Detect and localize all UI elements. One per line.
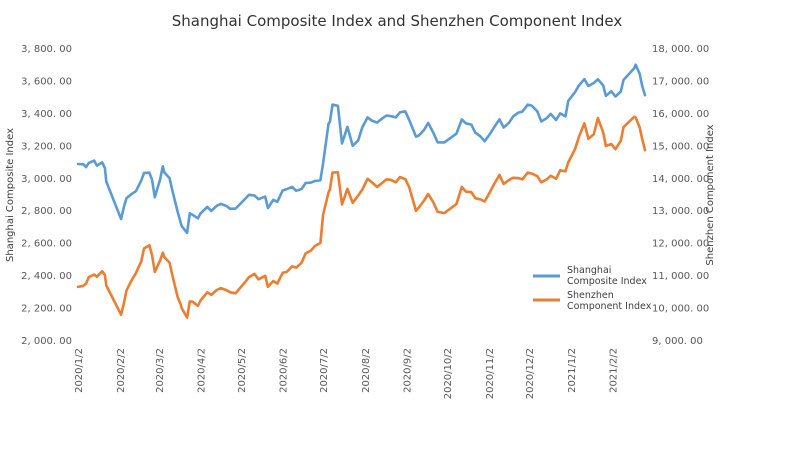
series-line-shenzhen xyxy=(76,115,647,319)
left-tick-label: 3, 000. 00 xyxy=(21,174,72,185)
x-tick-label: 2020/8/2 xyxy=(361,348,372,393)
right-tick-label: 17, 000. 00 xyxy=(652,76,709,87)
x-tick-label: 2020/4/2 xyxy=(197,348,208,393)
x-tick-label: 2020/10/2 xyxy=(443,348,454,399)
right-tick-label: 11, 000. 00 xyxy=(652,271,709,282)
x-tick-label: 2020/1/2 xyxy=(74,348,85,393)
right-tick-label: 12, 000. 00 xyxy=(652,239,709,250)
left-tick-label: 2, 200. 00 xyxy=(21,304,72,315)
legend-label-shanghai-line1: Shanghai Composite Index xyxy=(567,265,647,287)
right-tick-label: 16, 000. 00 xyxy=(652,109,709,120)
left-axis-title: Shanghai Composite Index xyxy=(5,128,16,262)
x-tick-label: 2020/9/2 xyxy=(403,348,414,393)
right-tick-label: 10, 000. 00 xyxy=(652,304,709,315)
x-tick-label: 2020/12/2 xyxy=(525,348,536,399)
left-tick-label: 3, 800. 00 xyxy=(21,44,72,55)
series-line-shanghai xyxy=(76,63,647,235)
left-axis-ticks: 2, 000. 00 2, 200. 00 2, 400. 00 2, 600. 00… xyxy=(21,44,72,347)
left-tick-label: 2, 800. 00 xyxy=(21,206,72,217)
left-tick-label: 3, 400. 00 xyxy=(21,109,72,120)
left-tick-label: 3, 200. 00 xyxy=(21,141,72,152)
left-tick-label: 2, 000. 00 xyxy=(21,336,72,347)
right-tick-label: 14, 000. 00 xyxy=(652,174,709,185)
left-tick-label: 2, 600. 00 xyxy=(21,239,72,250)
x-tick-label: 2021/2/2 xyxy=(609,348,620,393)
chart-title: Shanghai Composite Index and Shenzhen Co… xyxy=(172,12,623,30)
legend-label-shenzhen: Shenzhen Component Index xyxy=(567,290,652,312)
right-tick-label: 9, 000. 00 xyxy=(652,336,703,347)
left-tick-label: 3, 600. 00 xyxy=(21,76,72,87)
x-tick-label: 2021/1/2 xyxy=(567,348,578,393)
right-axis-ticks: 9, 000. 00 10, 000. 00 11, 000. 00 12, 000.… xyxy=(652,44,709,347)
legend: Shanghai Composite Index Shenzhen Compon… xyxy=(533,265,652,312)
right-axis-title: Shenzhen Component Index xyxy=(705,124,716,265)
right-tick-label: 15, 000. 00 xyxy=(652,141,709,152)
x-tick-label: 2020/3/2 xyxy=(155,348,166,393)
x-tick-label: 2020/6/2 xyxy=(279,348,290,393)
right-tick-label: 13, 000. 00 xyxy=(652,206,709,217)
right-tick-label: 18, 000. 00 xyxy=(652,44,709,55)
series-layer xyxy=(76,63,647,319)
left-tick-label: 2, 400. 00 xyxy=(21,271,72,282)
x-axis-ticks: 2020/1/2 2020/2/2 2020/3/2 2020/4/2 2020/5/2… xyxy=(74,348,620,399)
x-tick-label: 2020/2/2 xyxy=(116,348,127,393)
x-tick-label: 2020/11/2 xyxy=(485,348,496,399)
x-tick-label: 2020/7/2 xyxy=(319,348,330,393)
x-tick-label: 2020/5/2 xyxy=(237,348,248,393)
